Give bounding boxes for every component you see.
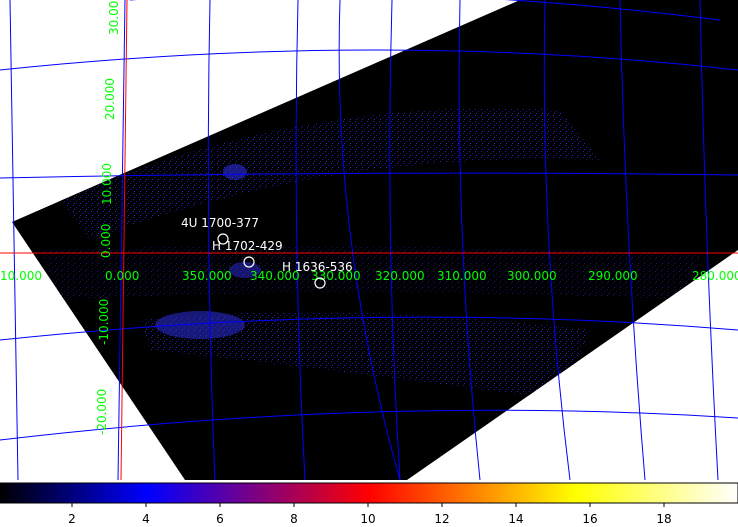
colorbar-label-18: 18 bbox=[656, 512, 671, 526]
emission-band-center bbox=[40, 246, 700, 300]
coordinate-grid bbox=[0, 0, 738, 480]
lon-label-310: 310.000 bbox=[437, 269, 487, 283]
lat-label-30: 30.000 bbox=[107, 0, 121, 35]
bright-blob-3 bbox=[229, 262, 261, 278]
lat-label-0: 0.000 bbox=[99, 224, 113, 258]
source-label: 4U 1700-377 bbox=[181, 216, 259, 230]
sky-image[interactable]: 10.000 0.000 350.000 340.000 330.000 320… bbox=[0, 0, 738, 480]
colorbar-label-2: 2 bbox=[68, 512, 76, 526]
lon-label-340: 340.000 bbox=[250, 269, 300, 283]
lon-label-280: 280.000 bbox=[692, 269, 738, 283]
source-label: H 1636-536 bbox=[282, 260, 353, 274]
emission-band-upper bbox=[60, 108, 600, 240]
zero-longitude-axis bbox=[120, 0, 128, 480]
bright-blob-2 bbox=[223, 164, 247, 180]
source-h-1702-429[interactable]: H 1702-429 bbox=[212, 239, 283, 268]
source-marker-circle[interactable] bbox=[243, 256, 255, 268]
colorbar-label-16: 16 bbox=[582, 512, 597, 526]
source-marker-circle[interactable] bbox=[217, 233, 229, 245]
source-4u-1700-377[interactable]: 4U 1700-377 bbox=[181, 216, 259, 245]
lat-label-20: 20.000 bbox=[103, 78, 117, 120]
source-h-1636-536[interactable]: H 1636-536 bbox=[282, 260, 353, 289]
colorbar: 2 4 6 8 10 12 14 16 18 bbox=[0, 482, 738, 526]
source-label: H 1702-429 bbox=[212, 239, 283, 253]
colorbar-ticks bbox=[71, 503, 665, 507]
colorbar-label-14: 14 bbox=[508, 512, 523, 526]
emission-layer bbox=[40, 108, 700, 400]
bright-blob-1 bbox=[155, 311, 245, 339]
lon-label-350: 350.000 bbox=[182, 269, 232, 283]
emission-band-lower bbox=[140, 312, 590, 400]
lon-label-290: 290.000 bbox=[588, 269, 638, 283]
lat-label-10: 10.000 bbox=[100, 163, 114, 205]
colorbar-label-4: 4 bbox=[142, 512, 150, 526]
lon-label-320: 320.000 bbox=[375, 269, 425, 283]
colorbar-label-6: 6 bbox=[216, 512, 224, 526]
colorbar-label-10: 10 bbox=[360, 512, 375, 526]
source-marker-circle[interactable] bbox=[314, 277, 326, 289]
colorbar-gradient bbox=[0, 482, 738, 504]
colorbar-label-8: 8 bbox=[290, 512, 298, 526]
lon-label-300: 300.000 bbox=[507, 269, 557, 283]
lat-label-neg10: -10.000 bbox=[97, 299, 111, 345]
lon-label-0: 0.000 bbox=[105, 269, 139, 283]
lat-label-neg20: -20.000 bbox=[95, 389, 109, 435]
colorbar-label-12: 12 bbox=[434, 512, 449, 526]
lon-label-10: 10.000 bbox=[0, 269, 42, 283]
